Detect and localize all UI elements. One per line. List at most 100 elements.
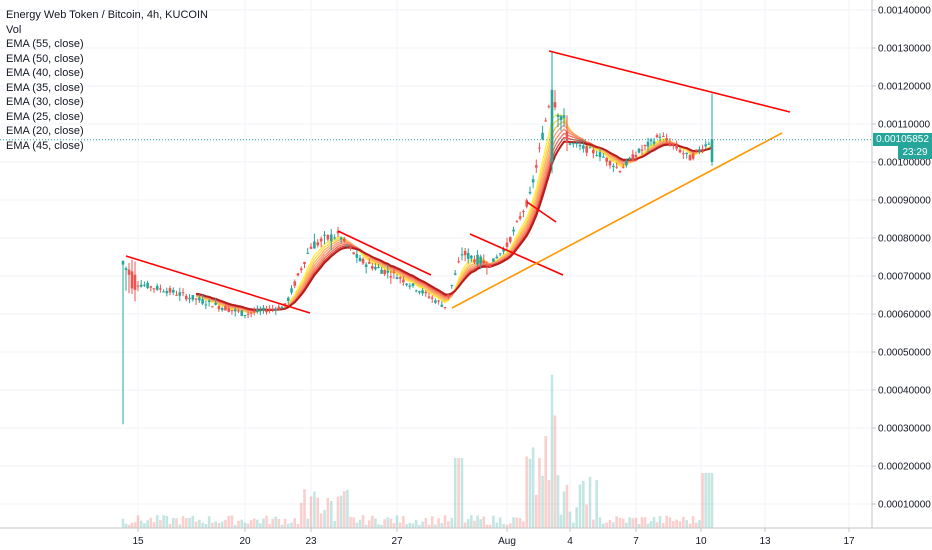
candle-body [434, 300, 437, 303]
x-tick-label: 7 [633, 536, 639, 547]
candle-body [508, 237, 512, 242]
candle-body [395, 277, 399, 279]
candle-body [565, 131, 569, 142]
candle-body [447, 294, 450, 297]
candle-body [326, 234, 330, 240]
volume-bar [367, 520, 371, 528]
candle-body [482, 260, 486, 264]
candle-body [380, 269, 383, 274]
candle-body [621, 167, 625, 169]
volume-bar [678, 521, 682, 528]
volume-bar [333, 520, 336, 528]
candle-body [553, 102, 557, 108]
volume-bar [283, 518, 287, 528]
candle-body [127, 269, 131, 275]
candle-body [492, 258, 495, 262]
volume-bar [440, 522, 444, 528]
volume-bar [488, 524, 492, 528]
x-tick-label: 20 [239, 536, 251, 547]
volume-bar [608, 519, 612, 528]
volume-bar [188, 517, 191, 528]
volume-bar [522, 521, 525, 528]
volume-bar [447, 521, 450, 528]
candle-body [640, 149, 644, 151]
candle-body [392, 271, 396, 273]
candle-body [479, 256, 482, 264]
volume-bar [262, 518, 265, 528]
candle-body [625, 160, 628, 166]
volume-bar [473, 520, 476, 528]
volume-bar [585, 504, 588, 528]
y-tick-label: 0.00070000 [878, 272, 931, 283]
candle-body [155, 285, 159, 290]
chart-title: Energy Web Token / Bitcoin, 4h, KUCOIN [6, 9, 208, 21]
candle-body [389, 276, 393, 278]
candle-body [427, 296, 431, 298]
candle-body [143, 284, 146, 286]
candle-body [364, 264, 368, 268]
candle-body [476, 254, 479, 265]
candle-body [139, 284, 143, 287]
volume-bar [405, 524, 408, 528]
candle-body [562, 115, 566, 118]
candle-body [512, 229, 515, 232]
candle-body [220, 308, 224, 311]
candle-body [377, 267, 380, 269]
candle-body [691, 153, 695, 159]
volume-bar [201, 522, 204, 528]
volume-bar [665, 515, 668, 528]
candle-body [658, 136, 662, 138]
candle-body [505, 242, 509, 247]
last-price-badge: 0.00105852 [873, 133, 932, 147]
candle-body [544, 120, 548, 122]
volume-bar [427, 524, 431, 528]
x-tick-label: 13 [759, 536, 771, 547]
volume-bar [152, 522, 156, 528]
volume-bar [592, 519, 595, 528]
volume-bar [531, 447, 535, 528]
candle-body [688, 154, 692, 161]
volume-bar [342, 491, 346, 528]
candle-body [361, 258, 365, 264]
volume-bar [553, 415, 557, 528]
candle-body [398, 277, 402, 279]
candle-body [515, 221, 519, 223]
volume-bar [306, 518, 310, 528]
candle-body [243, 315, 247, 317]
ema-line [195, 128, 713, 312]
y-tick-label: 0.00130000 [878, 44, 931, 55]
volume-bar [268, 524, 271, 528]
volume-bar [392, 523, 396, 528]
volume-bar [293, 518, 297, 528]
candle-body [296, 273, 300, 276]
grid [0, 0, 872, 528]
candle-body [290, 288, 293, 293]
volume-bar [136, 515, 140, 528]
volume-bar [402, 515, 405, 528]
candle-body [652, 141, 656, 144]
volume-bar [691, 516, 695, 528]
volume-bar [371, 515, 374, 528]
ema-line [196, 124, 713, 313]
volume-bar [595, 480, 598, 528]
candle-body [698, 149, 701, 152]
volume-bar [424, 518, 428, 528]
candle-body [217, 306, 221, 310]
candle-body [668, 142, 672, 146]
candle-body [214, 302, 217, 305]
volume-bar [326, 497, 330, 528]
candle-body [665, 138, 668, 141]
candle-body [230, 310, 234, 312]
volume-bar [224, 519, 227, 528]
candle-body [595, 155, 598, 157]
candle-body [485, 266, 489, 268]
candle-body [634, 155, 638, 158]
volume-bar [598, 517, 602, 528]
candle-body [646, 141, 650, 147]
candle-body [185, 295, 188, 300]
candle-body [466, 252, 470, 259]
trend-line [526, 201, 557, 223]
candle-body [349, 247, 352, 249]
volume-bar [240, 519, 244, 528]
